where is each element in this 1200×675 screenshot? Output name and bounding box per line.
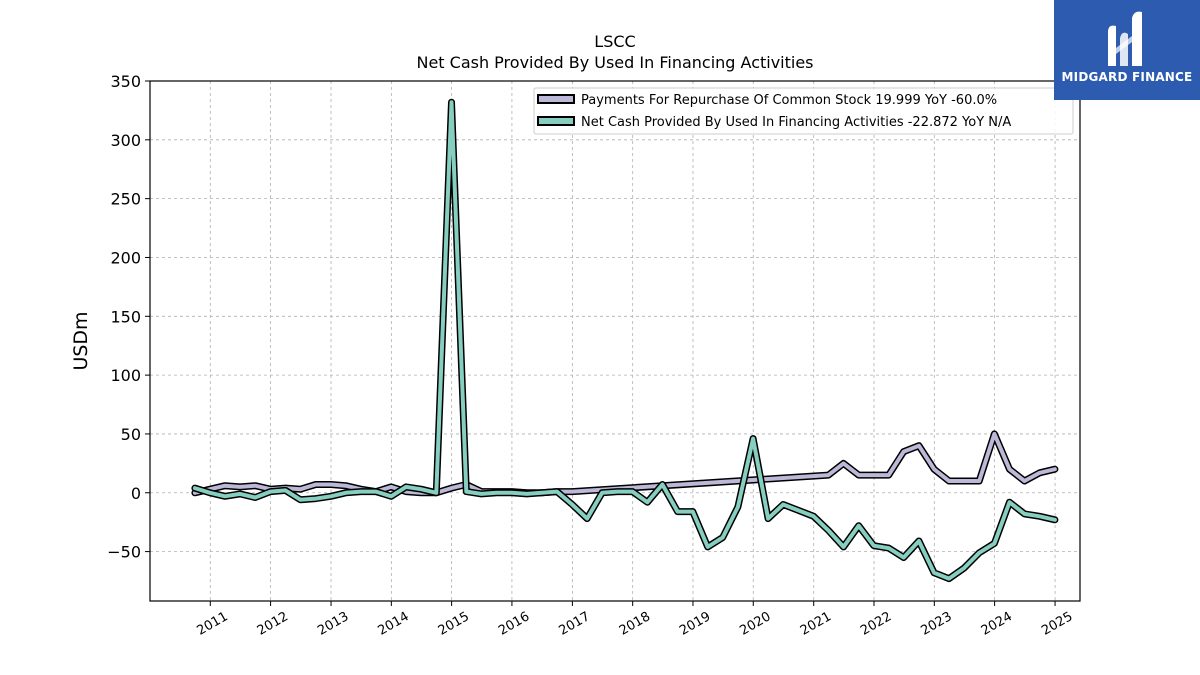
legend-swatch-financing: [537, 116, 575, 126]
x-tick-label: 2013: [315, 609, 351, 639]
y-tick-label: 100: [110, 366, 141, 385]
y-tick-label: 350: [110, 72, 141, 91]
chart-subtitle: Net Cash Provided By Used In Financing A…: [416, 53, 813, 72]
legend-swatch-repurchase: [537, 94, 575, 104]
plot-frame: [149, 80, 1081, 602]
x-tick-label: 2014: [376, 609, 412, 639]
x-tick-label: 2015: [436, 609, 472, 639]
series-line-outline-financing: [191, 98, 1059, 583]
midgard-m-icon: [1108, 11, 1142, 67]
y-tick-label: −50: [107, 543, 141, 562]
x-tick-label: 2024: [979, 609, 1015, 639]
legend-label-repurchase: Payments For Repurchase Of Common Stock …: [581, 93, 997, 108]
x-axis-ticks: 2011 2012 2013 2014 2015 2016 2017 2018 2019 2020…: [194, 601, 1075, 639]
y-axis-ticks: −50 0 50 100 150 200 250 300 350: [107, 72, 150, 562]
x-tick-label: 2016: [496, 609, 532, 639]
y-tick-label: 0: [131, 484, 141, 503]
x-tick-label: 2023: [918, 609, 954, 639]
series-lines: [191, 98, 1059, 583]
legend-label-financing: Net Cash Provided By Used In Financing A…: [581, 115, 1011, 130]
x-tick-label: 2020: [737, 609, 773, 639]
y-tick-label: 150: [110, 307, 141, 326]
legend: Payments For Repurchase Of Common Stock …: [533, 87, 1074, 135]
brand-logo: MIDGARD FINANCE: [1054, 0, 1200, 100]
x-tick-label: 2021: [798, 609, 834, 639]
x-tick-label: 2019: [677, 609, 713, 639]
x-tick-label: 2025: [1039, 609, 1075, 639]
y-tick-label: 300: [110, 131, 141, 150]
series-line-financing: [192, 100, 1057, 581]
y-axis-label: USDm: [70, 311, 92, 370]
x-tick-label: 2011: [194, 609, 230, 639]
x-tick-label: 2017: [557, 609, 593, 639]
grid: [150, 80, 1080, 601]
x-tick-label: 2018: [617, 609, 653, 639]
y-tick-label: 50: [121, 425, 141, 444]
brand-name: MIDGARD FINANCE: [1061, 70, 1193, 84]
y-tick-label: 200: [110, 248, 141, 267]
series-line-repurchase: [192, 431, 1057, 495]
x-tick-label: 2022: [858, 609, 894, 639]
chart-title: LSCC: [594, 32, 635, 51]
y-tick-label: 250: [110, 190, 141, 209]
x-tick-label: 2012: [255, 609, 291, 639]
legend-box: [533, 87, 1074, 135]
